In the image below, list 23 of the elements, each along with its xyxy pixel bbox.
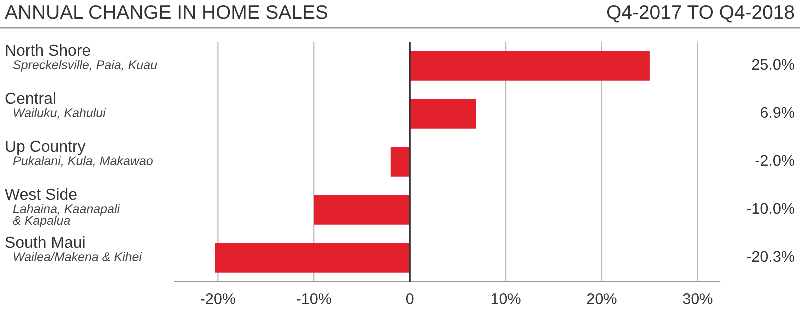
x-tick-label: 30% xyxy=(683,294,713,304)
data-label: 6.9% xyxy=(760,107,794,118)
bar xyxy=(390,147,410,177)
y-tick-label: South Maui Wailea/Makena & Kihei xyxy=(6,236,142,262)
x-tick-label: -20% xyxy=(201,294,236,304)
data-label: 25.0% xyxy=(752,59,794,70)
data-label: -20.3% xyxy=(747,251,794,262)
chart-subtitle: Q4-2017 TO Q4-2018 xyxy=(607,5,794,23)
data-label: -2.0% xyxy=(756,155,794,166)
y-tick-label: North Shore Spreckelsville, Paia, Kuau xyxy=(6,44,158,72)
bar xyxy=(314,195,410,225)
bar xyxy=(215,243,410,273)
y-tick-label: Up Country Pukalani, Kula, Makawao xyxy=(6,140,153,167)
y-tick-label: West Side Lahaina, Kaanapali & Kapalua xyxy=(5,188,120,228)
x-tick-label: 20% xyxy=(587,294,617,304)
bar xyxy=(410,99,476,129)
bar xyxy=(410,51,650,81)
y-tick-label: Central Wailuku, Kahului xyxy=(6,92,106,119)
x-tick-label: 0 xyxy=(406,294,414,304)
x-tick-label: -10% xyxy=(296,294,332,304)
x-tick-label: 10% xyxy=(492,294,521,304)
data-label: -10.0% xyxy=(747,203,794,214)
chart-title: ANNUAL CHANGE IN HOME SALES xyxy=(5,5,328,20)
